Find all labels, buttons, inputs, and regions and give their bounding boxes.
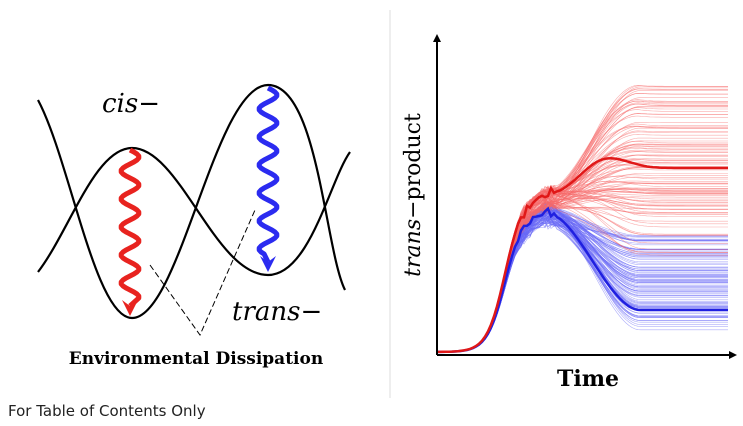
x-axis-label: Time <box>557 366 619 392</box>
red-arrow-head <box>122 300 138 316</box>
axes <box>433 34 737 359</box>
red-trajectory <box>437 190 728 353</box>
energy-diagram: cis− trans− Environmental Dissipation <box>37 83 351 369</box>
cis-curve <box>37 83 346 320</box>
red-trajectory <box>437 173 728 353</box>
cis-label: cis− <box>102 89 160 119</box>
y-axis-label: trans−product <box>401 113 426 277</box>
trans-curve <box>37 146 351 277</box>
red-trajectory <box>437 190 728 353</box>
blue-trajectory <box>437 209 728 353</box>
red-arrow <box>118 147 142 308</box>
blue-arrow-head <box>260 256 276 272</box>
blue-arrow <box>256 85 280 264</box>
red-mean <box>437 157 728 354</box>
dissipation-label: Environmental Dissipation <box>69 349 323 369</box>
trans-label: trans− <box>232 297 322 327</box>
y-axis-label-plain: −product <box>401 113 426 219</box>
red-trajectory <box>437 191 728 353</box>
dissipation-lines <box>149 209 256 337</box>
caption: For Table of Contents Only <box>8 402 206 420</box>
red-trajectory <box>437 190 728 353</box>
y-axis-label-italic: trans <box>401 219 426 277</box>
trajectories <box>437 84 728 354</box>
